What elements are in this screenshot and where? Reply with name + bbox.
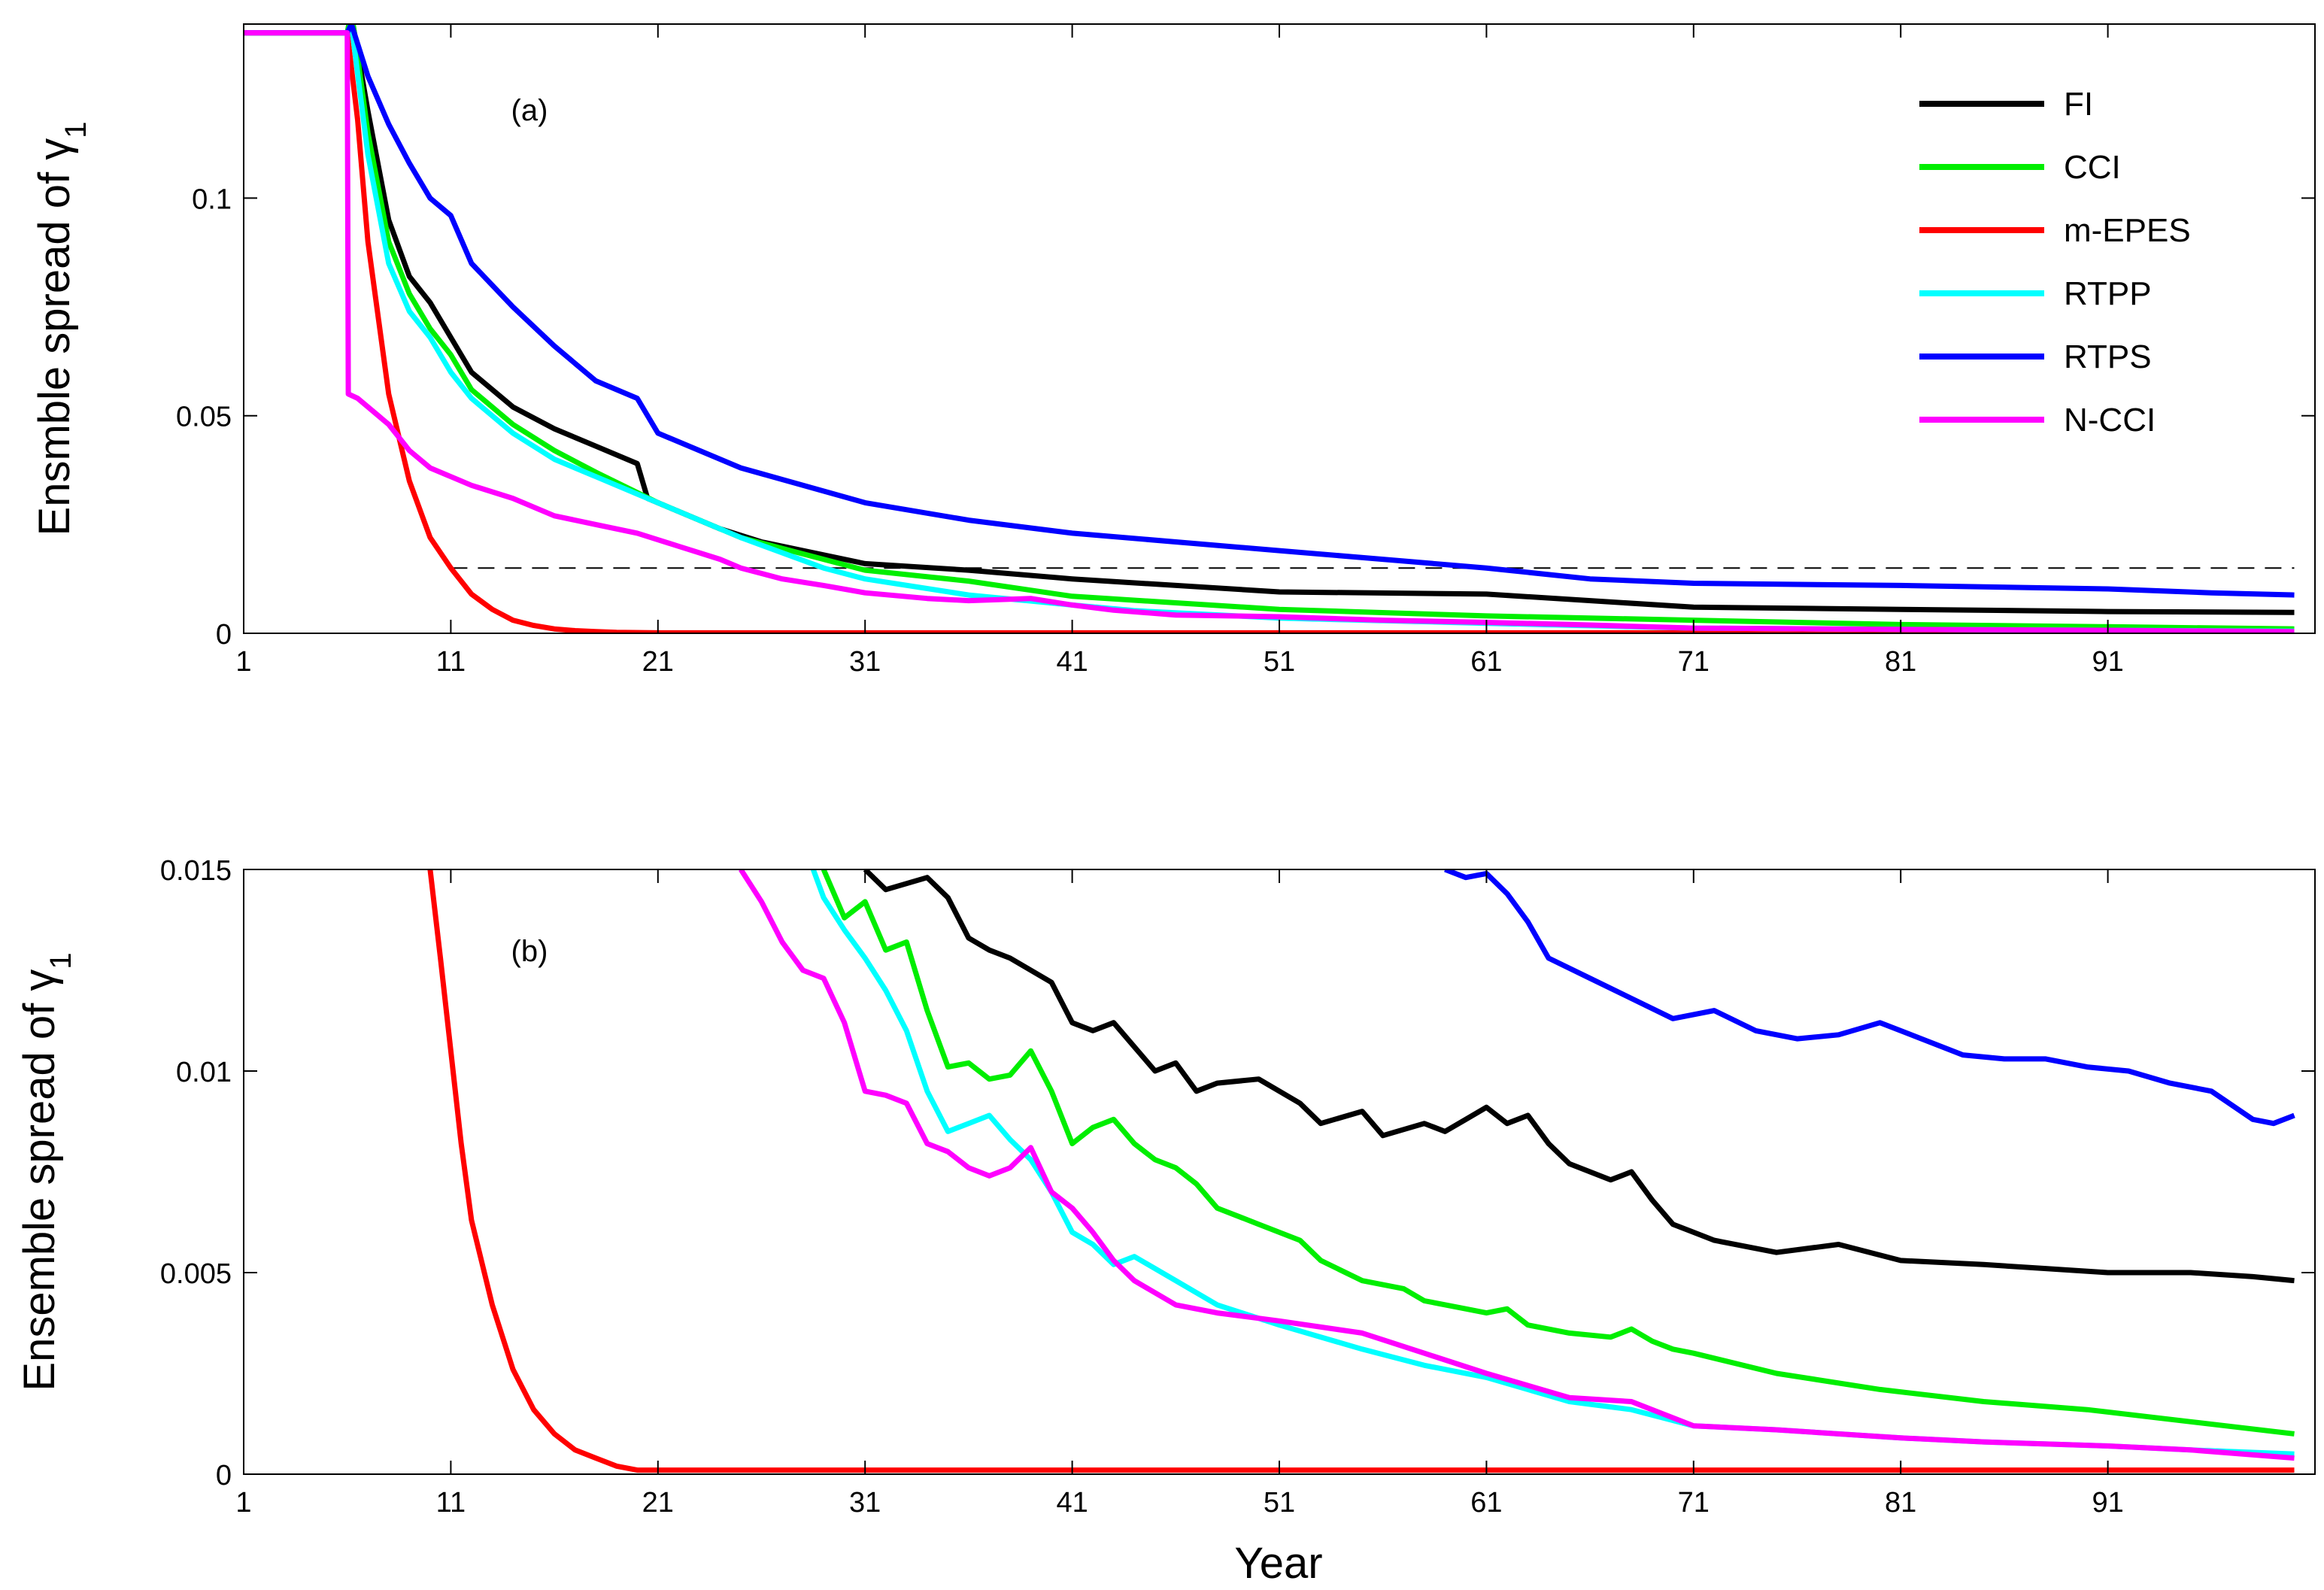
x-tick-label: 41: [1056, 1487, 1088, 1519]
y-tick-label: 0.1: [192, 184, 232, 215]
legend-label-cci: CCI: [2064, 149, 2121, 186]
legend-label-fi: FI: [2064, 86, 2093, 123]
x-tick-label: 31: [849, 1487, 881, 1519]
legend-label-rtps: RTPS: [2064, 338, 2152, 375]
series-line-rtps: [1444, 869, 2295, 1127]
series-line-cci: [821, 869, 2295, 1437]
x-tick-label: 21: [642, 1487, 674, 1519]
y-tick-label: 0.005: [160, 1258, 232, 1290]
y-tick-label: 0: [216, 619, 232, 651]
x-tick-label: 81: [1885, 1487, 1916, 1519]
x-tick-label: 11: [436, 646, 466, 678]
x-tick-label: 91: [2092, 646, 2123, 678]
series-line-n-cci: [739, 869, 2295, 1461]
y-axis-label-subscript: 1: [59, 122, 93, 138]
y-axis-label-subscript: 1: [44, 952, 77, 969]
x-tick-label: 31: [849, 646, 881, 678]
x-tick-label: 1: [235, 1487, 251, 1519]
legend: FI CCI m-EPES RTPP RTPS N-CCI: [1919, 86, 2191, 438]
series-line-fi: [863, 869, 2295, 1284]
legend-label-n-cci: N-CCI: [2064, 402, 2156, 438]
series-line-n-cci: [244, 30, 2295, 633]
panel-label: (a): [511, 94, 548, 127]
x-tick-label: 61: [1470, 646, 1502, 678]
x-tick-label: 41: [1056, 646, 1088, 678]
y-tick-label: 0.01: [176, 1057, 232, 1088]
legend-label-rtpp: RTPP: [2064, 275, 2152, 312]
x-tick-label: 51: [1264, 646, 1295, 678]
panel-label: (b): [511, 935, 548, 968]
x-tick-label: 71: [1678, 646, 1710, 678]
y-tick-label: 0.015: [160, 855, 232, 887]
series-line-rtps: [244, 24, 2295, 598]
series-group: [427, 869, 2295, 1473]
legend-label-m-epes: m-EPES: [2064, 212, 2191, 249]
series-line-m-epes: [427, 869, 2295, 1473]
x-tick-label: 1: [235, 646, 251, 678]
y-tick-label: 0.05: [176, 402, 232, 433]
series-line-m-epes: [244, 30, 2295, 633]
x-tick-label: 61: [1470, 1487, 1502, 1519]
x-tick-label: 11: [436, 1487, 466, 1519]
x-tick-label: 91: [2092, 1487, 2123, 1519]
series-group: [244, 24, 2295, 633]
x-tick-label: 81: [1885, 646, 1916, 678]
series-line-cci: [244, 24, 2295, 632]
x-tick-label: 21: [642, 646, 674, 678]
x-axis-label: Year: [1234, 1539, 1322, 1588]
x-tick-label: 51: [1264, 1487, 1295, 1519]
y-tick-label: 0: [216, 1460, 232, 1491]
x-tick-label: 71: [1678, 1487, 1710, 1519]
